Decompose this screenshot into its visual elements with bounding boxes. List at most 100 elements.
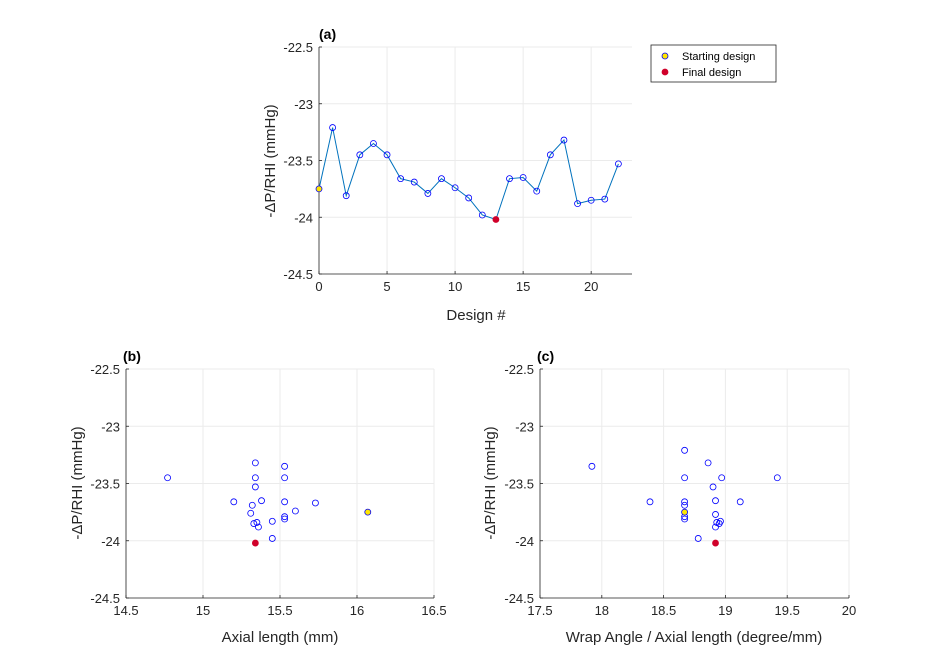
data-point	[248, 501, 256, 509]
data-point	[773, 474, 781, 482]
start-point	[364, 508, 372, 516]
data-point	[251, 459, 259, 467]
data-point	[560, 136, 568, 144]
y-tick-label: -22.5	[90, 362, 120, 377]
data-point	[251, 474, 259, 482]
x-tick-label: 16.5	[421, 603, 446, 618]
panel-a-x-ticks: 0 5 10 15 20	[315, 271, 598, 294]
legend-box	[650, 44, 777, 83]
panel-b-x-label: Axial length (mm)	[222, 629, 339, 646]
panel-a-y-ticks: -22.5 -23 -23.5 -24 -24.5	[283, 40, 322, 282]
final-point	[712, 539, 719, 547]
data-point	[712, 511, 719, 518]
x-tick-label: 19.5	[775, 603, 800, 618]
panel-c-data	[588, 446, 781, 547]
data-point	[397, 175, 405, 183]
y-tick-label: -24	[101, 534, 120, 549]
x-tick-label: 20	[842, 603, 856, 618]
data-point	[614, 160, 622, 168]
data-point	[704, 459, 712, 467]
y-tick-label: -23	[294, 97, 313, 112]
y-tick-label: -23	[101, 419, 120, 434]
panel-b-data	[164, 459, 372, 547]
data-point	[281, 513, 289, 521]
legend-final-label: Final design	[682, 67, 741, 79]
data-point	[646, 498, 654, 506]
data-point	[281, 498, 289, 506]
panel-c: 17.5 18 18.5 19 19.5 20 -22.5 -23 -23.5 -24 -24.5…	[482, 348, 856, 646]
legend-final-marker	[661, 68, 669, 76]
x-tick-label: 15.5	[267, 603, 292, 618]
data-point	[519, 174, 527, 181]
data-point	[478, 211, 486, 219]
data-point	[268, 535, 276, 542]
data-point	[342, 192, 350, 200]
x-tick-label: 10	[448, 279, 462, 294]
data-point	[712, 523, 719, 531]
data-point	[370, 140, 377, 147]
legend-start-marker	[661, 52, 669, 60]
data-point	[258, 497, 265, 505]
y-tick-label: -24.5	[504, 591, 534, 606]
panel-b-y-label: -ΔP/RHI (mmHg)	[69, 426, 86, 539]
data-point	[356, 151, 364, 159]
data-point	[291, 507, 299, 515]
y-tick-label: -24.5	[283, 267, 313, 282]
panel-a: 0 5 10 15 20 -22.5-23-23.5-24-24.5 Design # …	[262, 26, 632, 324]
data-point	[601, 195, 609, 203]
data-point	[465, 194, 473, 202]
data-point	[281, 474, 289, 482]
data-point	[681, 498, 689, 506]
data-point	[329, 124, 337, 131]
data-point	[451, 184, 459, 192]
data-point	[383, 151, 391, 159]
x-tick-label: 15	[196, 603, 210, 618]
panel-c-y-label: -ΔP/RHI (mmHg)	[482, 426, 499, 539]
data-point	[250, 520, 258, 527]
y-tick-label: -23	[515, 419, 534, 434]
data-point	[247, 509, 255, 517]
data-point	[588, 462, 596, 470]
data-point	[546, 151, 554, 159]
y-tick-label: -23.5	[283, 154, 313, 169]
panel-b-x-ticks: 14.5 15 15.5 16 16.5	[113, 595, 447, 618]
data-point	[255, 523, 262, 531]
x-tick-label: 19	[718, 603, 732, 618]
panel-c-label: (c)	[537, 348, 554, 364]
x-tick-label: 18	[595, 603, 609, 618]
legend-start-label: Starting design	[682, 51, 755, 63]
data-point	[253, 519, 261, 526]
data-point	[268, 517, 276, 525]
y-tick-label: -22.5	[283, 40, 313, 55]
data-point	[717, 517, 724, 525]
data-point	[312, 499, 319, 507]
data-point	[164, 474, 171, 482]
data-point	[506, 175, 513, 183]
data-point	[438, 175, 445, 183]
data-point	[681, 515, 689, 523]
panel-a-label: (a)	[319, 26, 336, 42]
data-point	[574, 200, 581, 208]
data-point	[712, 497, 719, 505]
panel-c-x-ticks: 17.5 18 18.5 19 19.5 20	[527, 595, 856, 618]
y-tick-label: -24	[515, 534, 534, 549]
data-point	[281, 462, 289, 470]
data-point	[718, 474, 726, 482]
data-point	[230, 498, 238, 506]
data-point	[736, 498, 744, 506]
panel-a-x-label: Design #	[446, 307, 506, 324]
data-point	[587, 196, 595, 204]
x-tick-label: 16	[350, 603, 364, 618]
data-point	[709, 483, 717, 491]
data-point	[281, 515, 289, 523]
data-point	[694, 535, 702, 542]
x-tick-label: 14.5	[113, 603, 138, 618]
y-tick-label: -22.5	[504, 362, 534, 377]
data-point	[424, 190, 432, 197]
data-point	[681, 446, 689, 454]
y-tick-label: -24.5	[90, 591, 120, 606]
panel-c-x-label: Wrap Angle / Axial length (degree/mm)	[566, 629, 823, 646]
final-point	[251, 539, 259, 547]
series-line	[318, 127, 619, 221]
